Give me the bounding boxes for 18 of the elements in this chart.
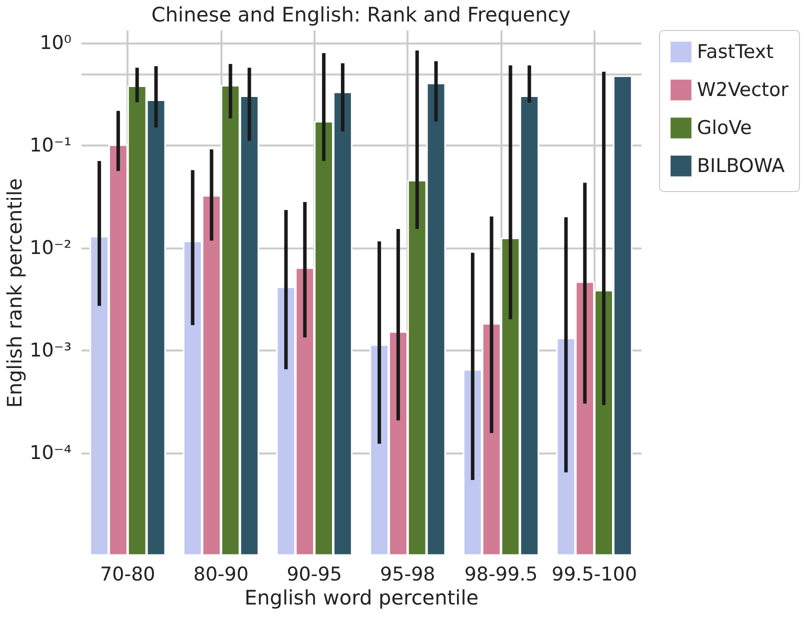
y-tick-label: 10⁻² <box>30 237 72 260</box>
y-axis-title: English rank percentile <box>2 178 27 408</box>
legend-label: W2Vector <box>697 79 789 101</box>
y-tick-label: 10⁻¹ <box>30 134 72 157</box>
x-tick-label: 70-80 <box>100 564 156 586</box>
x-tick-label: 99.5-100 <box>552 564 638 586</box>
x-tick-label: 95-98 <box>380 564 436 586</box>
legend-label: FastText <box>697 41 774 63</box>
y-tick-label: 10⁰ <box>40 32 72 54</box>
x-tick-label: 80-90 <box>193 564 249 586</box>
y-tick-label: 10⁻³ <box>30 340 72 362</box>
legend-label: GloVe <box>697 117 752 139</box>
legend-label: BILBOWA <box>697 155 785 177</box>
y-tick-label: 10⁻⁴ <box>30 442 72 464</box>
x-tick-label: 90-95 <box>286 564 342 586</box>
x-tick-label: 98-99.5 <box>464 564 538 586</box>
x-axis-title: English word percentile <box>244 586 479 610</box>
chart-title: Chinese and English: Rank and Frequency <box>151 2 571 26</box>
